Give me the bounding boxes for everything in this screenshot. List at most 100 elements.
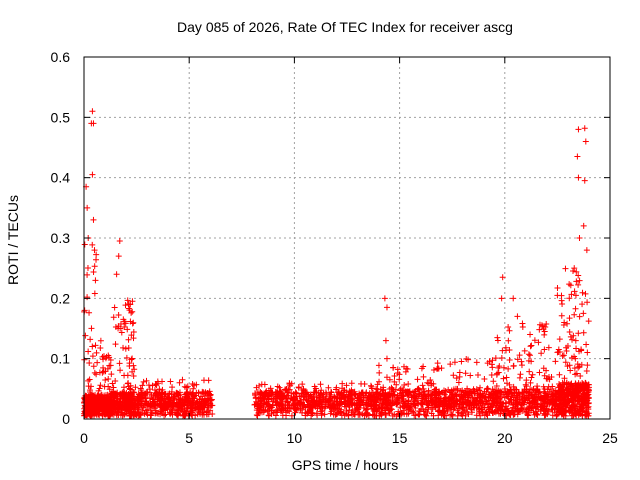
data-point <box>179 377 185 383</box>
data-point <box>573 306 579 312</box>
data-point <box>255 413 261 419</box>
data-point <box>91 363 97 369</box>
data-point <box>420 374 426 380</box>
axis-ticks <box>84 57 610 419</box>
data-point <box>528 374 534 380</box>
data-point <box>130 320 136 326</box>
data-point <box>86 360 92 366</box>
data-point <box>89 242 95 248</box>
data-point <box>105 384 111 390</box>
x-tick-label: 5 <box>185 430 193 446</box>
data-point <box>526 351 532 357</box>
data-point <box>567 315 573 321</box>
data-point <box>376 370 382 376</box>
data-point <box>536 327 542 333</box>
data-points <box>81 108 592 419</box>
data-point <box>384 356 390 362</box>
data-point <box>510 295 516 301</box>
data-point <box>581 330 587 336</box>
data-point <box>569 337 575 343</box>
data-point <box>123 346 129 352</box>
data-point <box>382 295 388 301</box>
data-point <box>98 338 104 344</box>
data-point <box>190 386 196 392</box>
data-point <box>85 378 91 384</box>
data-point <box>92 263 98 269</box>
data-point <box>97 382 103 388</box>
data-point <box>384 304 390 310</box>
data-point <box>495 337 501 343</box>
y-axis-label: ROTI / TECUs <box>5 195 21 285</box>
data-point <box>89 172 95 178</box>
data-point <box>561 352 567 358</box>
data-point <box>117 360 123 366</box>
data-point <box>169 384 175 390</box>
data-point <box>92 277 98 283</box>
data-point <box>182 384 188 390</box>
x-tick-label: 10 <box>287 430 303 446</box>
data-point <box>571 312 577 318</box>
data-point <box>318 381 324 387</box>
data-point <box>527 352 533 358</box>
data-point <box>505 366 511 372</box>
data-point <box>506 328 512 334</box>
data-point <box>584 368 590 374</box>
data-point <box>554 292 560 298</box>
data-point <box>117 367 123 373</box>
data-point <box>584 362 590 368</box>
data-point <box>126 337 132 343</box>
data-point <box>415 376 421 382</box>
data-point <box>586 318 592 324</box>
data-point <box>574 154 580 160</box>
data-point <box>259 381 265 387</box>
data-point <box>490 378 496 384</box>
data-point <box>121 384 127 390</box>
data-point <box>510 363 516 369</box>
data-point <box>106 363 112 369</box>
data-point <box>517 371 523 377</box>
data-point <box>90 217 96 223</box>
data-point <box>97 345 103 351</box>
data-point <box>89 108 95 114</box>
data-point <box>401 382 407 388</box>
data-point <box>450 372 456 378</box>
data-point <box>522 348 528 354</box>
data-point <box>559 313 565 319</box>
data-point <box>507 357 513 363</box>
data-point <box>126 345 132 351</box>
data-point <box>530 372 536 378</box>
data-point <box>514 313 520 319</box>
plot-frame <box>84 57 610 419</box>
data-point <box>536 370 542 376</box>
data-point <box>93 257 99 263</box>
data-point <box>499 295 505 301</box>
data-point <box>560 353 566 359</box>
data-point <box>583 342 589 348</box>
data-point <box>383 338 389 344</box>
data-point <box>177 380 183 386</box>
data-point <box>362 381 368 387</box>
data-point <box>573 292 579 298</box>
data-point <box>481 376 487 382</box>
data-point <box>556 372 562 378</box>
data-point <box>120 345 126 351</box>
data-point <box>527 332 533 338</box>
data-point <box>484 385 490 391</box>
y-tick-label: 0.2 <box>51 290 71 306</box>
grid-lines <box>84 57 610 419</box>
data-point <box>577 278 583 284</box>
data-point <box>183 385 189 391</box>
data-point <box>582 178 588 184</box>
data-point <box>582 125 588 131</box>
data-point <box>121 372 127 378</box>
data-point <box>167 378 173 384</box>
data-point <box>489 364 495 370</box>
data-point <box>102 377 108 383</box>
data-point <box>557 336 563 342</box>
data-point <box>105 376 111 382</box>
data-point <box>505 324 511 330</box>
data-point <box>580 310 586 316</box>
data-point <box>141 379 147 385</box>
y-tick-label: 0.5 <box>51 109 71 125</box>
data-point <box>538 350 544 356</box>
